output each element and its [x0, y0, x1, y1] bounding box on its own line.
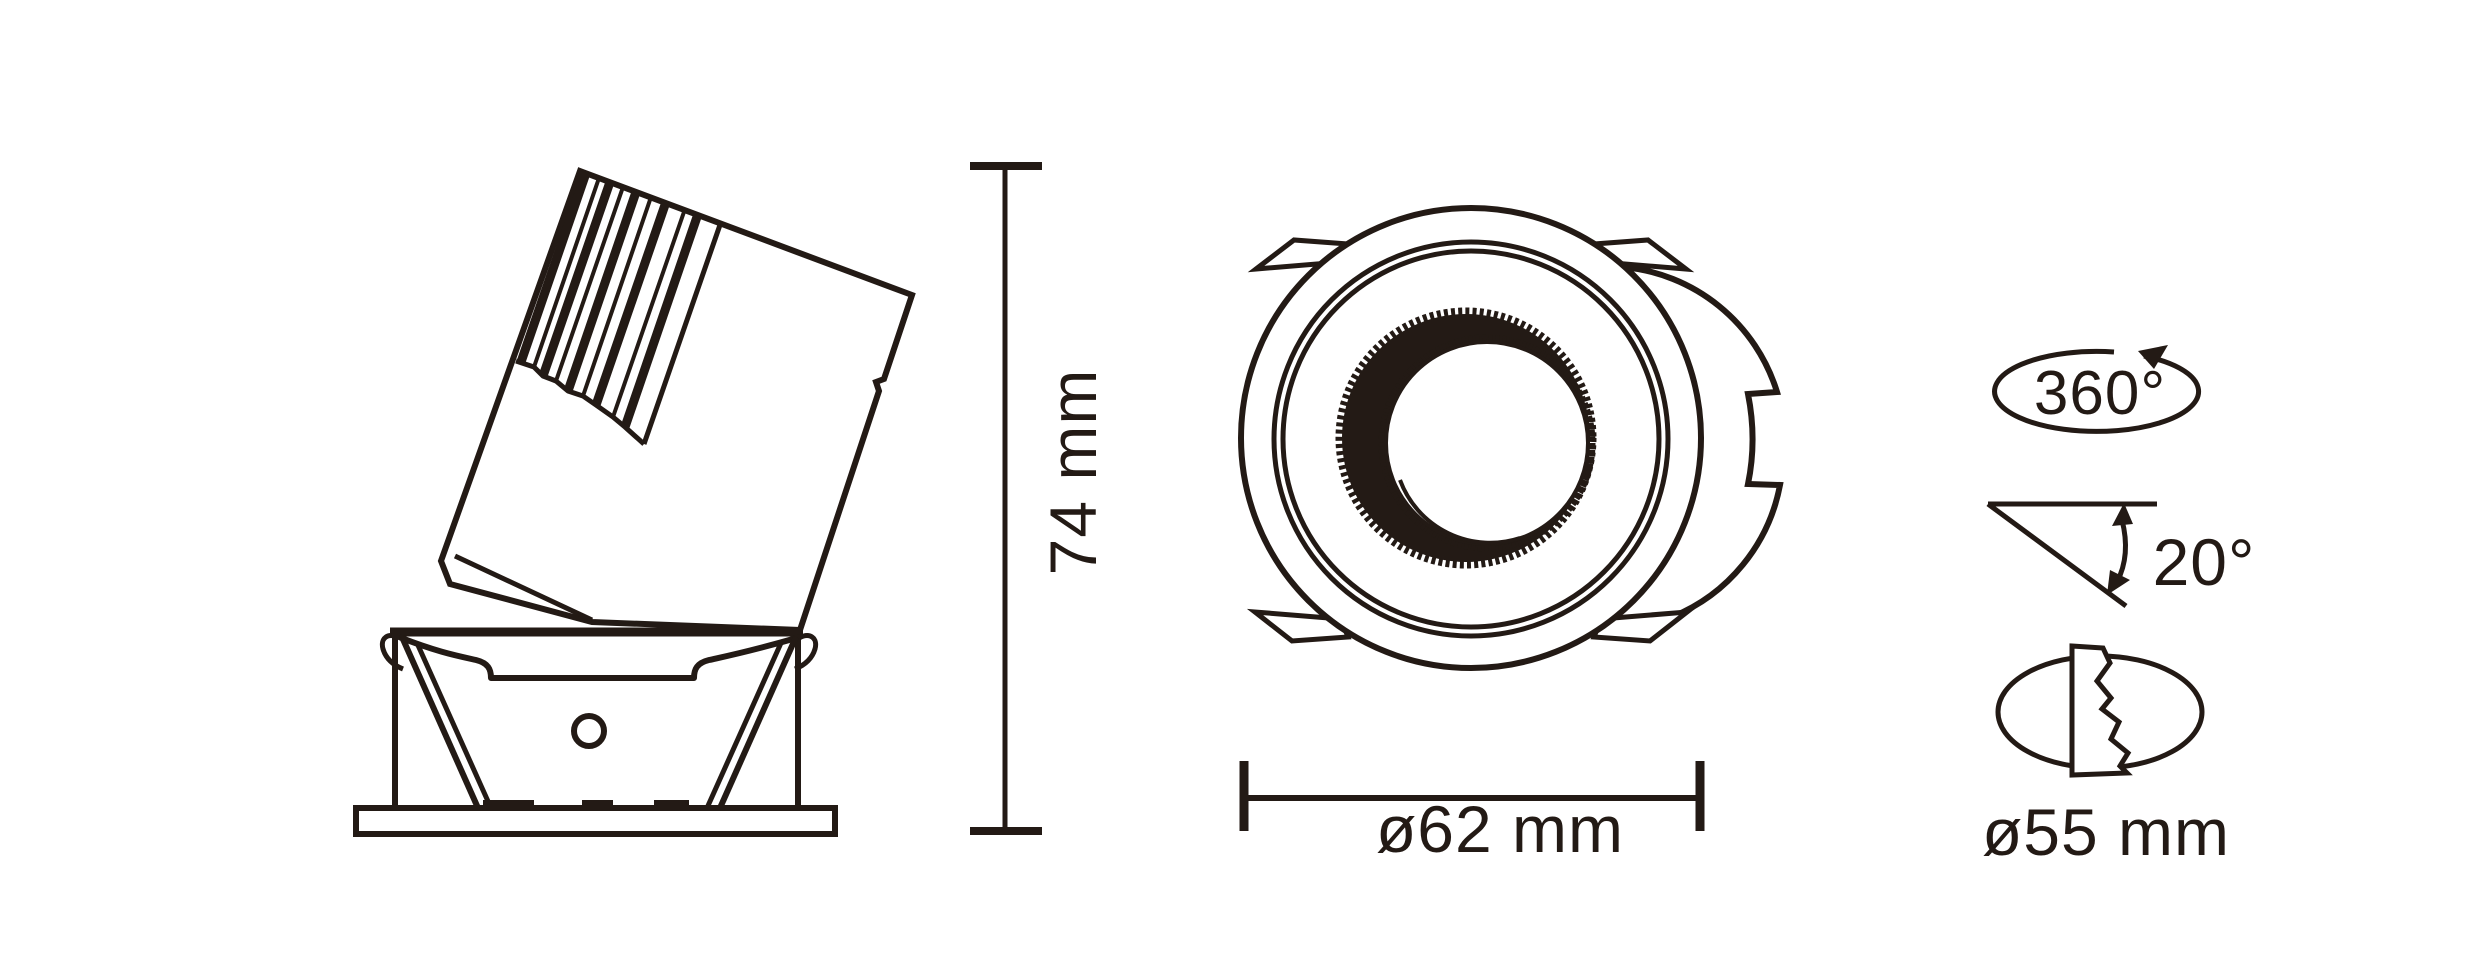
rotation-label: 360° — [2034, 359, 2166, 428]
diameter-dimension: ø62 mm — [1239, 761, 1705, 866]
tilt-label: 20° — [2153, 525, 2256, 599]
spring-arm-left-a — [399, 635, 481, 810]
height-dimension-label: 74 mm — [1036, 369, 1110, 576]
trim-inner-circle-b — [1280, 248, 1662, 630]
screw-hole — [571, 713, 607, 749]
base-tab — [582, 800, 613, 809]
lamp-body-outline — [437, 167, 916, 634]
side-view: 74 mm — [353, 162, 1110, 837]
fin-bar — [620, 212, 703, 429]
fin-line — [611, 208, 687, 418]
fin-line — [581, 196, 653, 397]
fin-base-line — [515, 358, 646, 446]
front-view: ø62 mm — [1238, 205, 1784, 866]
spring-arm-left-b — [414, 641, 494, 810]
height-dimension: 74 mm — [970, 162, 1110, 835]
lens-inner-arc — [1398, 479, 1521, 545]
recessed-housing — [353, 627, 838, 837]
cutout-feature: ø55 mm — [1982, 643, 2230, 869]
base-tab — [654, 800, 689, 809]
fin-bar — [538, 180, 615, 378]
base-plate — [353, 805, 838, 837]
spring-hook-right — [794, 633, 819, 672]
tilt-feature: 20° — [1986, 501, 2256, 609]
fin-block-edge — [641, 221, 724, 445]
cutout-label: ø55 mm — [1982, 795, 2230, 869]
fin-bar — [516, 171, 591, 364]
trim-inner-circle-a — [1271, 239, 1671, 639]
lens-circle — [1384, 340, 1590, 546]
fin-bar — [563, 190, 641, 393]
heatsink-fins — [515, 171, 724, 446]
cutout-section-band — [2069, 643, 2133, 778]
feature-icons: 360° 20° ø55 mm — [1982, 345, 2256, 869]
tilt-arrowhead-top — [2112, 503, 2133, 526]
spring-arm-right-b — [704, 641, 784, 810]
tilt-angle-arrow-icon — [2114, 519, 2128, 584]
rotation-ellipse-arrow-icon — [1992, 348, 2202, 434]
lamp-body-tilted — [437, 167, 916, 634]
housing-bowl — [397, 634, 801, 681]
fin-line — [532, 177, 601, 368]
fin-line — [554, 186, 625, 382]
spring-arm-right-a — [717, 635, 799, 810]
fin-bar — [591, 200, 671, 407]
knurl-teeth-inner — [1378, 334, 1596, 552]
rotation-feature: 360° — [1992, 345, 2202, 434]
tilt-arrowhead-bottom — [2107, 570, 2130, 595]
base-tab — [483, 800, 534, 809]
rotation-arrowhead — [2138, 345, 2168, 369]
tilt-diagonal-line — [1986, 501, 2128, 609]
diameter-dimension-label: ø62 mm — [1376, 792, 1624, 866]
lamp-body-rim-line — [453, 553, 594, 623]
